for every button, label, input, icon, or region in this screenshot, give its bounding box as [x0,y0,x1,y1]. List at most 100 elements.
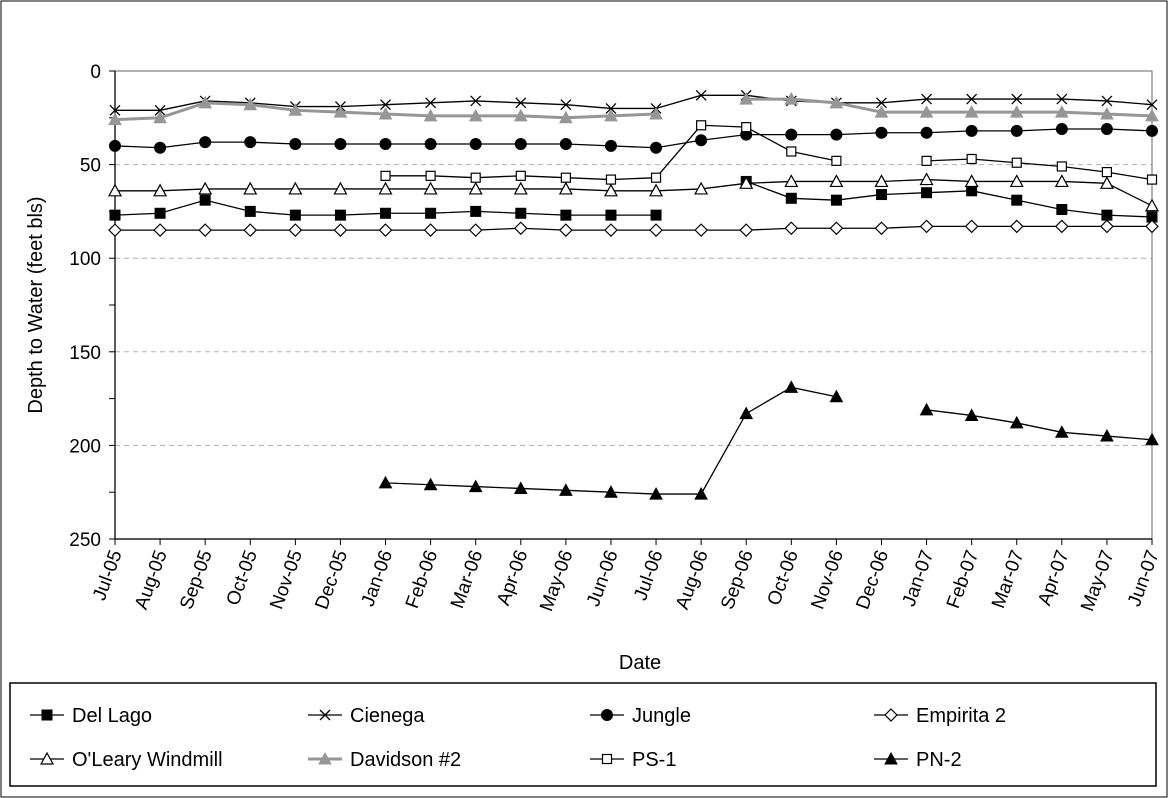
data-point-davidson-2 [198,95,213,109]
data-point-pn-2 [1100,428,1114,442]
data-point-ps-1 [831,155,842,166]
legend-marker [318,751,332,765]
marker-stroke [1146,99,1158,111]
data-point-o-leary-windmill [829,174,844,188]
data-point-davidson-2 [784,92,799,105]
data-point-empirita-2 [694,223,708,237]
data-point-davidson-2 [739,92,754,105]
data-point-ps-1 [921,155,932,166]
data-point-pn-2 [964,408,979,421]
data-point-davidson-2 [243,97,258,111]
data-point-empirita-2 [513,221,528,236]
legend-label: Del Lago [72,705,152,727]
marker-stroke [695,89,707,101]
data-point-ps-1 [1101,166,1113,178]
data-point-davidson-2 [108,112,122,126]
data-point-o-leary-windmill [243,181,258,195]
data-point-empirita-2 [1054,219,1069,234]
legend-marker [884,751,898,765]
data-point-pn-2 [513,481,528,494]
data-point-jungle [875,126,888,139]
y-tick-label: 250 [69,530,101,551]
legend: Del Lago Cienega Jungle Empirita 2 O'Leary W… [30,705,1006,771]
marker-stroke [1011,93,1023,105]
data-point-cienega [695,89,707,101]
marker-stroke [154,104,166,116]
data-point-ps-1 [650,172,662,183]
data-point-empirita-2 [649,223,663,237]
legend-marker [601,753,613,765]
data-point-o-leary-windmill [107,183,123,197]
data-point-davidson-2 [649,107,663,120]
legend-item-empirita-2: Empirita 2 [874,705,1006,727]
data-point-o-leary-windmill [649,183,664,197]
data-point-o-leary-windmill [513,181,528,195]
legend-marker [39,751,55,765]
series-line-empirita-2 [115,225,1152,231]
data-point-pn-2 [378,475,393,489]
data-point-del-lago [875,189,887,201]
data-point-empirita-2 [378,223,393,237]
data-point-empirita-2 [829,221,844,236]
data-point-cienega [1146,99,1158,111]
data-point-jungle [604,139,617,152]
data-point-cienega [921,93,933,105]
data-point-empirita-2 [739,223,754,237]
legend-item-del-lago: Del Lago [30,705,152,727]
legend-item-cienega: Cienega [308,705,425,727]
data-point-o-leary-windmill [198,181,213,195]
series-line-pn-2 [926,409,1153,441]
data-point-ps-1 [1146,174,1158,185]
data-point-cienega [605,102,617,114]
data-point-davidson-2 [1009,105,1024,118]
data-point-ps-1 [1011,157,1022,168]
data-point-davidson-2 [468,108,483,122]
data-point-del-lago [785,192,797,204]
data-point-jungle [334,138,347,151]
series-line-cienega [115,94,1153,111]
data-point-pn-2 [1145,432,1159,446]
data-point-davidson-2 [378,107,393,120]
data-point-jungle [695,134,708,147]
data-point-ps-1 [786,146,797,157]
legend-label: Davidson #2 [350,749,461,771]
data-point-empirita-2 [784,221,799,236]
data-point-pn-2 [919,402,934,416]
data-point-empirita-2 [288,223,303,237]
data-point-jungle [1010,124,1023,137]
data-point-del-lago [515,207,527,219]
data-point-cienega [515,97,527,109]
data-point-cienega [470,95,482,107]
marker-stroke [921,93,933,105]
data-point-del-lago [560,209,572,221]
data-point-cienega [1011,93,1023,105]
data-point-empirita-2 [153,223,167,237]
data-point-empirita-2 [108,223,122,237]
data-point-del-lago [650,209,662,221]
data-point-pn-2 [423,477,438,491]
data-point-empirita-2 [423,223,438,237]
data-point-pn-2 [694,487,708,500]
data-point-davidson-2 [1054,105,1069,118]
data-point-jungle [109,139,121,152]
y-axis-title: Depth to Water (feet bls) [25,196,47,413]
data-point-del-lago [199,194,211,206]
data-point-jungle [1146,124,1158,137]
legend-item-jungle: Jungle [590,705,691,727]
data-point-ps-1 [741,122,752,133]
data-point-del-lago [289,209,301,221]
data-point-del-lago [334,209,346,221]
data-point-jungle [199,136,212,149]
data-point-cienega [876,97,887,109]
data-point-cienega [1056,93,1068,105]
data-point-jungle [650,141,663,154]
data-point-davidson-2 [964,105,979,118]
data-point-empirita-2 [604,223,618,237]
data-point-pn-2 [468,479,483,493]
data-point-del-lago [470,205,482,217]
series-davidson-2 [108,92,1159,126]
data-point-jungle [965,124,978,137]
